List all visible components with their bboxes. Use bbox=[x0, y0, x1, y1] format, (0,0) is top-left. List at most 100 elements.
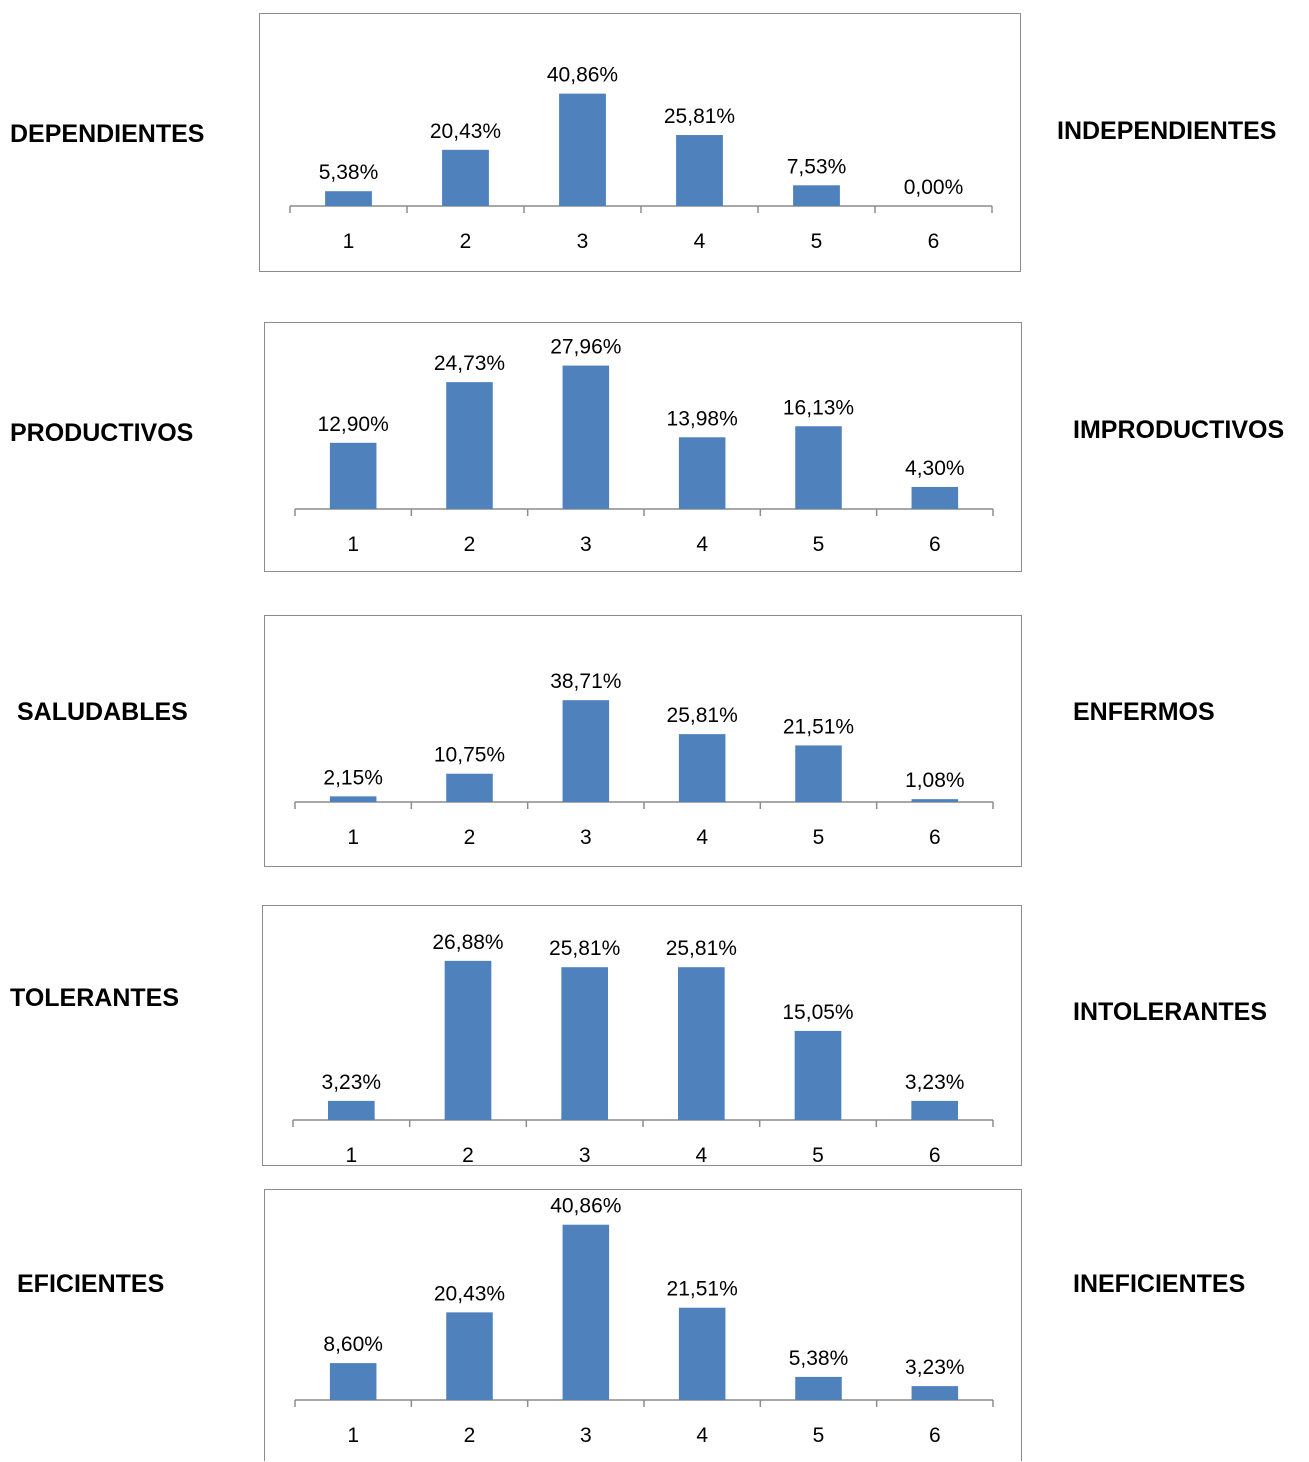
x-tick-label: 2 bbox=[462, 1144, 474, 1167]
bar bbox=[562, 700, 610, 802]
data-label: 5,38% bbox=[789, 1347, 849, 1370]
bar bbox=[794, 1030, 842, 1120]
x-tick-label: 1 bbox=[345, 1144, 357, 1167]
data-label: 4,30% bbox=[905, 457, 965, 480]
x-tick-label: 2 bbox=[464, 1424, 476, 1447]
x-tick-label: 1 bbox=[347, 826, 359, 849]
bar-chart-svg: 12,90% 1 24,73% 2 27,96% 3 13,98% 4 16,13% 5 4,30%… bbox=[294, 336, 994, 556]
right-label: INEFICIENTES bbox=[1073, 1270, 1246, 1298]
data-label: 40,86% bbox=[547, 64, 618, 87]
data-label: 7,53% bbox=[787, 155, 847, 178]
x-tick-label: 1 bbox=[347, 533, 359, 556]
x-tick-label: 1 bbox=[343, 230, 355, 253]
x-tick-label: 5 bbox=[812, 1144, 824, 1167]
bar bbox=[559, 93, 606, 206]
left-label: SALUDABLES bbox=[17, 698, 188, 726]
right-label: INDEPENDIENTES bbox=[1057, 117, 1277, 145]
bar bbox=[911, 1100, 958, 1120]
bar bbox=[676, 135, 723, 206]
bar bbox=[911, 1386, 959, 1400]
right-label: IMPRODUCTIVOS bbox=[1073, 416, 1285, 444]
left-label: DEPENDIENTES bbox=[10, 120, 205, 148]
bar-chart: 2,15% 1 10,75% 2 38,71% 3 25,81% 4 21,51% 5 1,08% 6 bbox=[264, 615, 1022, 867]
data-label: 3,23% bbox=[905, 1356, 965, 1379]
bar-chart-svg: 3,23% 1 26,88% 2 25,81% 3 25,81% 4 15,05% 5 3,23% 6 bbox=[292, 931, 994, 1167]
x-tick-label: 6 bbox=[929, 1424, 941, 1447]
x-tick-label: 4 bbox=[696, 533, 708, 556]
bar bbox=[795, 1376, 842, 1400]
x-tick-label: 3 bbox=[580, 826, 592, 849]
x-tick-label: 6 bbox=[928, 230, 940, 253]
bar bbox=[678, 437, 726, 509]
data-label: 8,60% bbox=[323, 1333, 383, 1356]
data-label: 5,38% bbox=[319, 161, 379, 184]
x-tick-label: 3 bbox=[580, 533, 592, 556]
data-label: 0,00% bbox=[904, 176, 964, 199]
bar bbox=[562, 365, 610, 509]
bar bbox=[329, 796, 377, 802]
bar bbox=[795, 745, 842, 802]
x-tick-label: 3 bbox=[580, 1424, 592, 1447]
bar bbox=[446, 773, 493, 802]
data-label: 26,88% bbox=[432, 931, 503, 954]
bar-chart: 5,38% 1 20,43% 2 40,86% 3 25,81% 4 7,53% 5 0,00% 6 bbox=[259, 13, 1021, 272]
bar bbox=[446, 1312, 493, 1400]
x-tick-label: 6 bbox=[929, 533, 941, 556]
bar bbox=[678, 967, 725, 1120]
right-label: ENFERMOS bbox=[1073, 698, 1215, 726]
x-tick-label: 5 bbox=[813, 826, 825, 849]
x-tick-label: 6 bbox=[929, 1144, 941, 1167]
data-label: 38,71% bbox=[550, 670, 621, 693]
data-label: 25,81% bbox=[667, 704, 738, 727]
left-label: EFICIENTES bbox=[17, 1270, 165, 1298]
data-label: 2,15% bbox=[323, 766, 383, 789]
data-label: 13,98% bbox=[667, 407, 738, 430]
bar bbox=[446, 382, 493, 509]
data-label: 12,90% bbox=[318, 413, 389, 436]
x-tick-label: 4 bbox=[695, 1144, 707, 1167]
x-tick-label: 5 bbox=[811, 230, 823, 253]
x-tick-label: 4 bbox=[696, 826, 708, 849]
data-label: 25,81% bbox=[666, 937, 737, 960]
x-tick-label: 1 bbox=[347, 1424, 359, 1447]
x-tick-label: 3 bbox=[579, 1144, 591, 1167]
x-tick-label: 3 bbox=[577, 230, 589, 253]
bar bbox=[911, 486, 959, 509]
left-label: TOLERANTES bbox=[10, 984, 179, 1012]
bar-chart-svg: 8,60% 1 20,43% 2 40,86% 3 21,51% 4 5,38% 5 3,23% 6 bbox=[294, 1195, 994, 1447]
bar-chart: 8,60% 1 20,43% 2 40,86% 3 21,51% 4 5,38% 5 3,23% 6 bbox=[264, 1189, 1022, 1461]
x-tick-label: 5 bbox=[813, 1424, 825, 1447]
bar-chart-svg: 2,15% 1 10,75% 2 38,71% 3 25,81% 4 21,51% 5 1,08% 6 bbox=[294, 670, 994, 849]
x-tick-label: 4 bbox=[694, 230, 706, 253]
bar bbox=[678, 734, 726, 802]
bar bbox=[793, 185, 840, 206]
bar bbox=[562, 1224, 610, 1400]
left-label: PRODUCTIVOS bbox=[10, 419, 194, 447]
data-label: 20,43% bbox=[434, 1282, 505, 1305]
x-tick-label: 4 bbox=[696, 1424, 708, 1447]
bar bbox=[561, 967, 608, 1120]
data-label: 24,73% bbox=[434, 352, 505, 375]
data-label: 20,43% bbox=[430, 120, 501, 143]
x-tick-label: 6 bbox=[929, 826, 941, 849]
bar bbox=[444, 960, 492, 1120]
bar bbox=[329, 442, 377, 509]
data-label: 40,86% bbox=[550, 1195, 621, 1218]
data-label: 25,81% bbox=[549, 937, 620, 960]
bar bbox=[795, 426, 842, 509]
right-label: INTOLERANTES bbox=[1073, 998, 1267, 1026]
bar-chart-svg: 5,38% 1 20,43% 2 40,86% 3 25,81% 4 7,53% 5 0,00% 6 bbox=[289, 64, 993, 253]
x-tick-label: 5 bbox=[813, 533, 825, 556]
bar bbox=[911, 799, 959, 802]
data-label: 27,96% bbox=[550, 336, 621, 359]
data-label: 3,23% bbox=[322, 1071, 382, 1094]
bar bbox=[328, 1100, 375, 1120]
bar-chart: 12,90% 1 24,73% 2 27,96% 3 13,98% 4 16,13% 5 4,30%… bbox=[264, 322, 1022, 572]
bar bbox=[329, 1363, 377, 1400]
data-label: 15,05% bbox=[782, 1001, 853, 1024]
bar bbox=[442, 149, 489, 206]
bar bbox=[678, 1307, 726, 1400]
data-label: 10,75% bbox=[434, 744, 505, 767]
data-label: 16,13% bbox=[783, 396, 854, 419]
data-label: 1,08% bbox=[905, 769, 965, 792]
